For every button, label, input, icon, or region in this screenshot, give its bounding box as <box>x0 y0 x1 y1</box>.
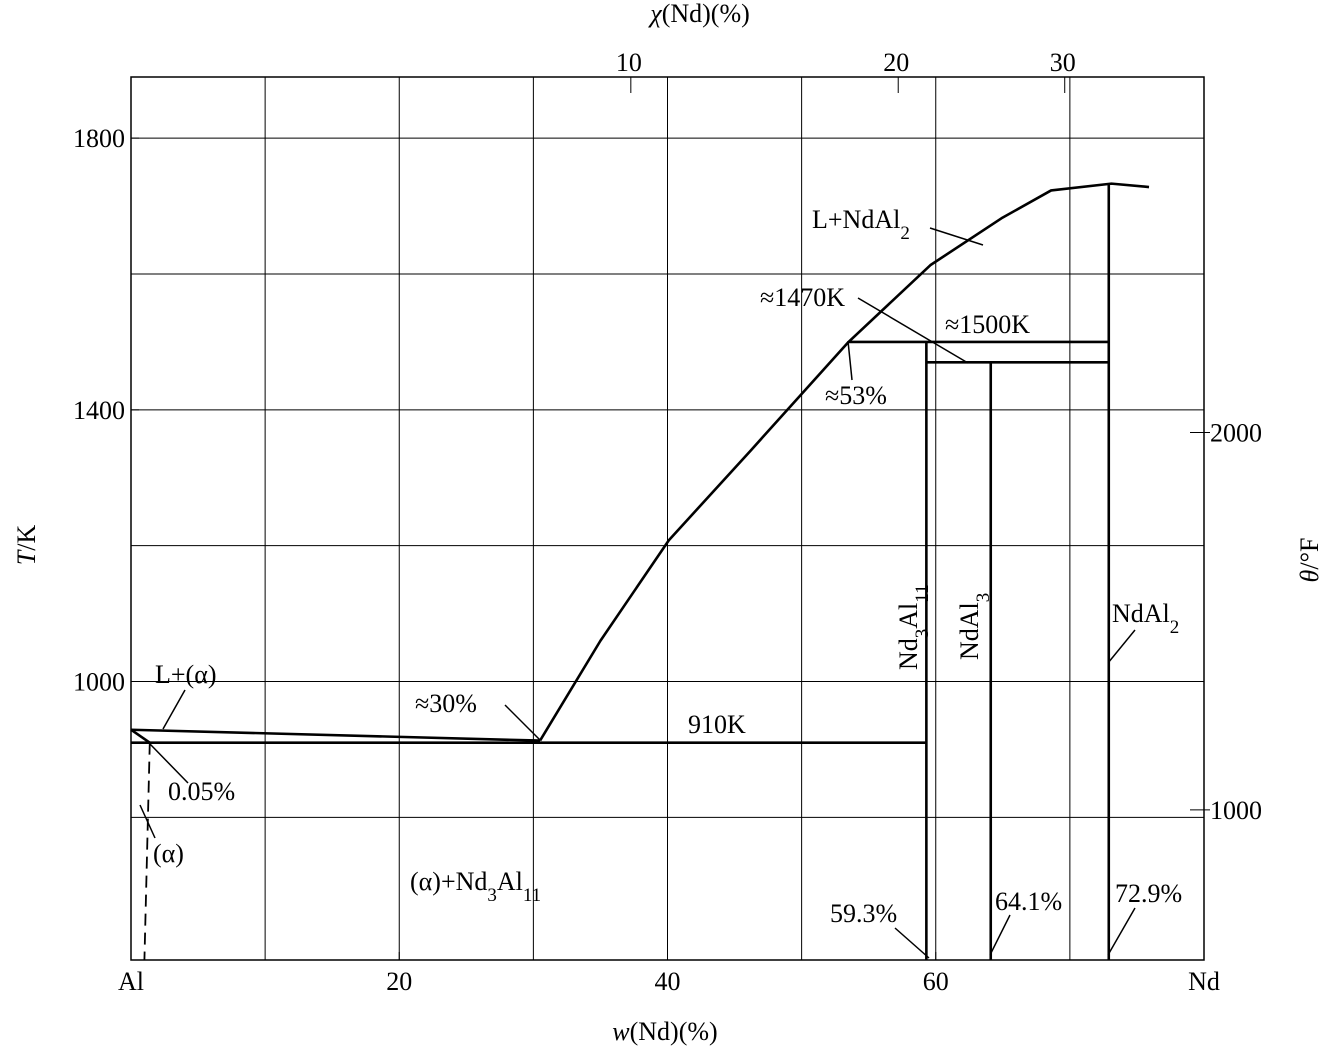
y2-axis-title: θ/°F <box>1295 538 1324 583</box>
annotation: NdAl2 <box>1112 599 1179 638</box>
text-part: L+NdAl <box>812 205 900 234</box>
y-axis-title: T/K <box>12 525 41 566</box>
text-part: L+(α) <box>155 660 216 689</box>
text-part: 72.9% <box>1115 879 1182 908</box>
annotation: 0.05% <box>168 777 235 806</box>
leader-line <box>1107 907 1136 956</box>
leader-line <box>1107 629 1136 664</box>
leader-line <box>139 804 156 839</box>
leader-line <box>149 743 189 784</box>
phase-boundary <box>130 728 541 742</box>
x-tick-label: Al <box>118 967 144 996</box>
text-part: 3 <box>912 629 933 639</box>
x-tick-label: 20 <box>386 967 412 996</box>
text-part: 59.3% <box>830 899 897 928</box>
y-tick-label: 1400 <box>73 396 125 425</box>
x-tick-label: Nd <box>1188 967 1220 996</box>
leader-line <box>162 689 186 730</box>
x-tick-label: 40 <box>655 967 681 996</box>
text-part: ≈30% <box>415 689 477 718</box>
phase-boundary <box>130 728 151 744</box>
annotation: 72.9% <box>1115 879 1182 908</box>
leader-line <box>857 297 969 364</box>
text-part: ≈1500K <box>945 310 1030 339</box>
leader-line <box>894 927 930 959</box>
text-part: 2 <box>900 223 910 244</box>
text-part: T <box>12 549 41 565</box>
text-part: 3 <box>973 593 994 603</box>
text-part: w <box>612 1017 630 1046</box>
x2-axis-title: χ(Nd)(%) <box>647 0 750 28</box>
annotation: Nd3Al11 <box>894 584 933 670</box>
text-part: (α)+Nd <box>410 867 487 896</box>
text-part: χ <box>647 0 662 28</box>
leader-line <box>847 340 853 381</box>
x-tick-label: 60 <box>923 967 949 996</box>
y-tick-label: 1000 <box>73 668 125 697</box>
annotation: L+(α) <box>155 660 216 689</box>
text-part: NdAl <box>955 602 984 660</box>
y2-tick-label: 2000 <box>1210 418 1262 447</box>
y-tick-label: 1800 <box>73 124 125 153</box>
text-part: /°F <box>1295 538 1324 570</box>
text-part: 3 <box>487 885 497 906</box>
annotation: (α)+Nd3Al11 <box>410 867 541 906</box>
x2-tick-label: 20 <box>883 48 909 77</box>
text-part: 0.05% <box>168 777 235 806</box>
annotation: ≈53% <box>825 381 887 410</box>
text-part: NdAl <box>1112 599 1170 628</box>
text-part: Nd <box>894 638 923 670</box>
leader-line <box>504 704 541 741</box>
text-part: 64.1% <box>995 887 1062 916</box>
x2-tick-label: 10 <box>616 48 642 77</box>
annotation: ≈1500K <box>945 310 1030 339</box>
text-part: (α) <box>153 839 184 868</box>
text-part: (Nd)(%) <box>630 1017 718 1046</box>
text-part: θ <box>1295 569 1324 582</box>
text-part: Al <box>497 867 523 896</box>
leader-line <box>989 914 1011 956</box>
text-part: 2 <box>1170 617 1180 638</box>
annotation: ≈30% <box>415 689 477 718</box>
annotation: 64.1% <box>995 887 1062 916</box>
x2-tick-label: 30 <box>1050 48 1076 77</box>
phase-boundary <box>143 742 151 961</box>
y2-tick-label: 1000 <box>1210 796 1262 825</box>
text-part: ≈53% <box>825 381 887 410</box>
text-part: ≈1470K <box>760 283 845 312</box>
text-part: (Nd)(%) <box>662 0 750 28</box>
annotation: ≈1470K <box>760 283 845 312</box>
annotation: L+NdAl2 <box>812 205 910 244</box>
annotation: (α) <box>153 839 184 868</box>
leader-line <box>929 227 984 246</box>
x-axis-title: w(Nd)(%) <box>612 1017 717 1046</box>
phase-boundary <box>538 182 1150 742</box>
text-part: Al <box>894 603 923 629</box>
text-part: 910K <box>688 710 746 739</box>
text-part: /K <box>12 525 41 551</box>
annotation: 59.3% <box>830 899 897 928</box>
annotation: 910K <box>688 710 746 739</box>
annotation: NdAl3 <box>955 593 994 660</box>
text-part: 11 <box>523 885 541 906</box>
text-part: 11 <box>912 584 933 602</box>
